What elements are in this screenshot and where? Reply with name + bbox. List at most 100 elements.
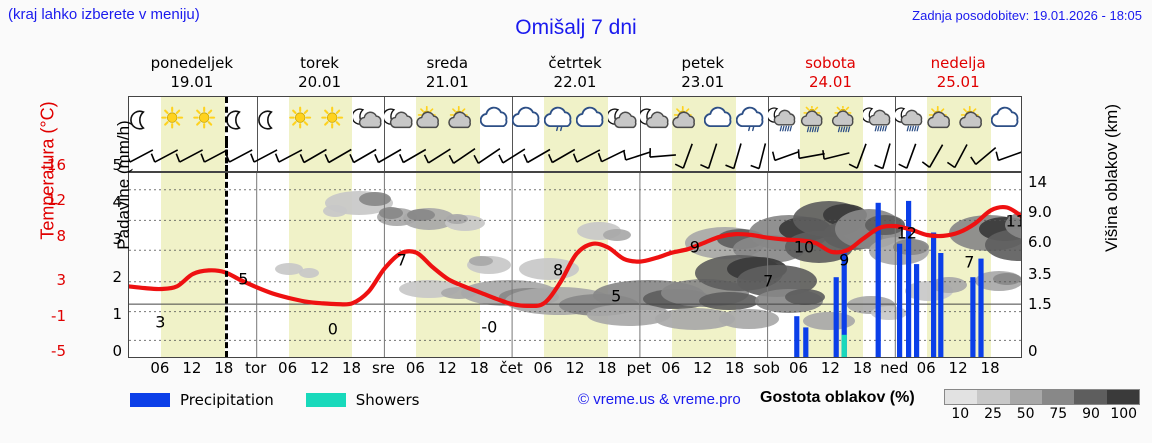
series-legend: Precipitation Showers (130, 388, 441, 412)
precipitation-tick-2: 3 (112, 230, 122, 249)
weather-icon-cloud (512, 97, 544, 142)
temperature-point-label: 9 (839, 250, 850, 270)
weather-icon-cloud (703, 97, 736, 142)
weather-icon-sun-cloud (416, 97, 448, 142)
temperature-point-label: 3 (155, 312, 166, 332)
temperature-axis-ticks: 16 12 8 3 -1 -5 (26, 156, 66, 365)
cloud-density-colorbar-ticks: 10 25 50 75 90 100 (944, 406, 1144, 426)
weather-icon-sun-cloud (959, 97, 991, 142)
temperature-point-label: 7 (964, 252, 975, 272)
daylight-band-6 (927, 142, 992, 171)
day-name: četrtek (548, 54, 602, 72)
x-tick-label-13: 12 (565, 359, 585, 377)
day-date: 24.01 (808, 73, 852, 91)
temperature-tick-5: -5 (51, 342, 66, 360)
weather-icon-moon-cloud (384, 97, 416, 142)
cloud-density-swatch-0 (945, 390, 978, 404)
temperature-point-label: 12 (896, 223, 917, 242)
temperature-tick-1: 12 (46, 191, 66, 210)
precipitation-tick-1: 4 (112, 193, 122, 212)
current-time-marker-plot (224, 173, 228, 357)
wind-barbs (129, 143, 1021, 170)
daylight-band-1 (288, 142, 353, 171)
x-tick-label-21: 12 (820, 359, 840, 377)
x-tick-label-14: 18 (597, 359, 617, 377)
cloud-density-tick-3: 75 (1049, 406, 1068, 422)
cloud-height-tick-1: 9.0 (1028, 203, 1052, 222)
day-name: petek (681, 54, 724, 72)
weather-icon-moon (225, 97, 257, 142)
precipitation-tick-4: 1 (112, 304, 122, 323)
x-tick-label-0: 06 (150, 359, 170, 377)
cloud-density-tick-2: 50 (1016, 406, 1035, 422)
temperature-point-label: 0 (327, 319, 338, 339)
weather-icon-moon (257, 97, 289, 142)
daylight-band-2 (416, 142, 481, 171)
day-separator-wind-6 (895, 142, 897, 171)
x-tick-label-9: 12 (437, 359, 457, 377)
day-header-0: ponedeljek 19.01 (128, 54, 256, 96)
current-time-marker-wind (224, 142, 228, 171)
cloud-density-tick-5: 100 (1110, 406, 1138, 422)
weather-icon-sun (193, 97, 225, 142)
daylight-band-0 (160, 173, 225, 357)
temperature-point-label: 7 (763, 271, 774, 291)
day-name: ponedeljek (150, 54, 234, 72)
weather-icon-cloud-drizzle (735, 97, 768, 142)
cloud-density-colorbar (944, 389, 1140, 405)
day-name: sreda (426, 54, 469, 72)
temperature-tick-3: 3 (56, 271, 66, 290)
day-header-4: petek 23.01 (639, 54, 767, 96)
temperature-tick-4: -1 (51, 306, 66, 325)
day-date: 21.01 (425, 73, 469, 91)
copyright-link[interactable]: © vreme.us & vreme.pro (578, 391, 741, 408)
weather-icon-sun-cloud (927, 97, 959, 142)
day-header-2: sreda 21.01 (383, 54, 511, 96)
weather-icon-sun (288, 97, 321, 142)
day-header-5: sobota 24.01 (767, 54, 895, 96)
day-header-row: ponedeljek 19.01 torek 20.01 sreda 21.01 četrt… (128, 54, 1022, 96)
cloud-density-swatch-4 (1074, 390, 1107, 404)
weather-icon-moon-cloud (607, 97, 640, 142)
weather-icon-sun-cloud-rain (800, 97, 832, 142)
day-date: 20.01 (298, 73, 342, 91)
location-menu-note: (kraj lahko izberete v meniju) (8, 6, 200, 23)
weather-icon-cloud (991, 97, 1021, 142)
day-date: 22.01 (553, 73, 597, 91)
day-separator-wind-1 (256, 142, 258, 171)
weather-icon-sun-cloud-rain (831, 97, 863, 142)
x-tick-label-5: 12 (310, 359, 330, 377)
temperature-point-label: 11 (1005, 211, 1021, 231)
showers-legend-label: Showers (355, 391, 420, 409)
cloud-height-tick-2: 6.0 (1028, 233, 1052, 252)
x-axis-tick-labels: 06 12 18 tor 06 12 18 sre 06 12 18 čet 06 12 18 pet 06 12… (128, 359, 1022, 381)
page-title: Omišalj 7 dni (515, 16, 637, 39)
x-tick-label-18: 18 (725, 359, 745, 377)
cloud-density-tick-4: 90 (1082, 406, 1100, 422)
temperature-point-label: 5 (238, 269, 249, 289)
temperature-point-label: 8 (553, 260, 564, 280)
last-update-text: Zadnja posodobitev: 19.01.2026 - 18:05 (912, 8, 1142, 23)
day-header-3: četrtek 22.01 (511, 54, 639, 96)
day-name: nedelja (930, 54, 986, 72)
weather-icon-moon-rain (863, 97, 895, 142)
x-tick-label-25: 12 (948, 359, 968, 377)
temperature-point-label: -0 (481, 317, 498, 337)
day-name: torek (300, 54, 339, 72)
weather-icon-moon-cloud (352, 97, 385, 142)
temperature-point-label: 5 (611, 286, 622, 306)
cloud-height-tick-0: 14 (1028, 172, 1048, 191)
precipitation-tick-0: 5 (112, 156, 122, 174)
cloud-density-tick-1: 25 (984, 406, 1002, 422)
weather-icon-moon-cloud (639, 97, 672, 142)
x-tick-label-26: 18 (980, 359, 1000, 377)
temperature-tick-2: 8 (56, 226, 66, 245)
precipitation-legend-swatch (130, 393, 170, 407)
weather-icon-cloud (576, 97, 608, 142)
weather-icon-moon (129, 97, 161, 142)
wind-barb-strip (128, 142, 1022, 172)
weather-icon-sun-cloud (672, 97, 704, 142)
current-time-marker (224, 97, 228, 142)
cloud-height-tick-4: 1.5 (1028, 294, 1052, 313)
